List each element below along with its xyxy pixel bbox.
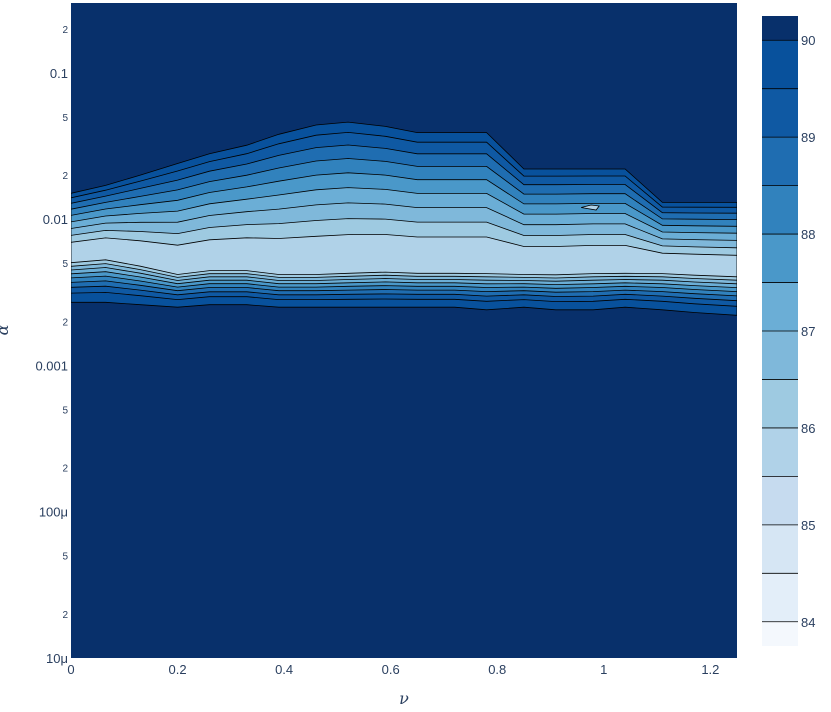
y-tick-label: 0.001 [35, 358, 68, 373]
y-tick-label: 0.1 [50, 66, 68, 81]
x-tick-label: 0.8 [488, 662, 506, 677]
y-minor-tick-label: 2 [62, 317, 68, 328]
x-tick-label: 0 [67, 662, 74, 677]
contour-band [71, 234, 737, 278]
y-minor-tick-label: 2 [62, 610, 68, 621]
colorbar-tick-label: 84 [801, 615, 815, 630]
y-axis-title: α [0, 324, 12, 335]
y-axis-ticks: 10μ 100μ 0.001 0.01 0.1 2 5 2 5 2 5 2 5 2 [35, 25, 68, 666]
colorbar-tick-label: 86 [801, 421, 815, 436]
colorbar-segment [762, 331, 798, 380]
y-minor-tick-label: 2 [62, 25, 68, 36]
contour-bands [71, 121, 737, 316]
colorbar-tick-label: 89 [801, 130, 815, 145]
x-tick-label: 0.2 [169, 662, 187, 677]
colorbar-segment [762, 379, 798, 428]
x-axis-title: ν [399, 689, 409, 708]
colorbar-tick-label: 90 [801, 33, 815, 48]
colorbar-segment [762, 234, 798, 283]
contour-island [581, 204, 600, 211]
colorbar-segment [762, 282, 798, 331]
y-tick-label: 0.01 [43, 212, 68, 227]
x-tick-label: 0.4 [275, 662, 293, 677]
y-minor-tick-label: 5 [62, 259, 68, 270]
colorbar-tick-label: 87 [801, 324, 815, 339]
y-minor-tick-label: 2 [62, 464, 68, 475]
x-axis-ticks: 0 0.2 0.4 0.6 0.8 1 1.2 [67, 662, 719, 677]
colorbar-segment [762, 40, 798, 89]
colorbar-segment [762, 16, 798, 41]
plot-background [71, 3, 737, 658]
colorbar-segment [762, 524, 798, 574]
y-minor-tick-label: 5 [62, 552, 68, 563]
colorbar-segment [762, 137, 798, 186]
colorbar-segment [762, 185, 798, 235]
colorbar-segment [762, 476, 798, 525]
y-minor-tick-label: 5 [62, 113, 68, 124]
y-minor-tick-label: 5 [62, 405, 68, 416]
y-tick-label: 10μ [46, 651, 68, 666]
colorbar-segment [762, 427, 798, 477]
x-tick-label: 1.2 [701, 662, 719, 677]
y-tick-label: 100μ [39, 505, 68, 520]
y-minor-tick-label: 2 [62, 171, 68, 182]
colorbar-tick-label: 88 [801, 227, 815, 242]
x-tick-label: 1 [600, 662, 607, 677]
colorbar: 84 85 86 87 88 89 90 [762, 16, 815, 646]
colorbar-segment [762, 621, 798, 646]
colorbar-tick-label: 85 [801, 518, 815, 533]
colorbar-segment [762, 573, 798, 622]
x-tick-label: 0.6 [382, 662, 400, 677]
colorbar-segment [762, 88, 798, 138]
